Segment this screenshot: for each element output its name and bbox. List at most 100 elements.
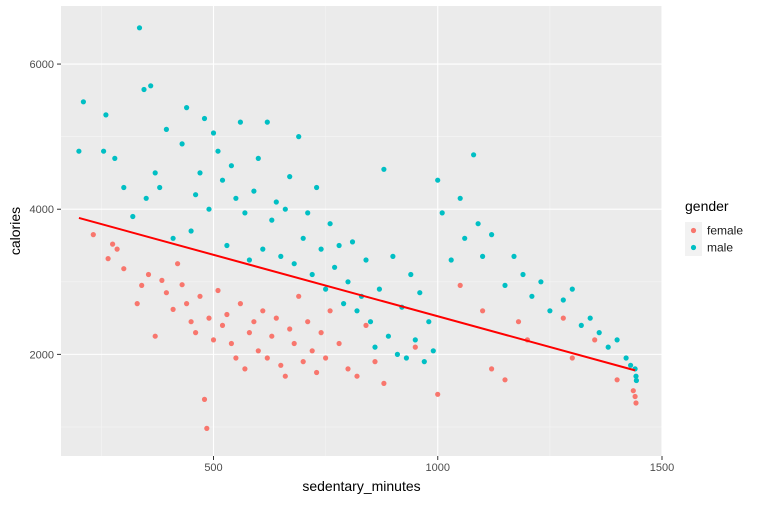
data-point-female xyxy=(237,301,243,307)
data-point-male xyxy=(141,86,147,93)
data-point-male xyxy=(309,271,315,278)
data-point-male xyxy=(372,344,378,350)
legend-swatch-female xyxy=(690,227,697,234)
data-point-male xyxy=(152,170,158,176)
data-point-female xyxy=(251,319,257,325)
data-point-male xyxy=(363,257,369,263)
data-point-female xyxy=(291,340,297,347)
data-point-male xyxy=(502,282,508,288)
data-point-male xyxy=(282,206,288,212)
data-point-female xyxy=(630,388,636,394)
data-point-male xyxy=(412,337,418,343)
data-point-male xyxy=(403,355,409,361)
data-point-female xyxy=(246,330,252,336)
data-point-male xyxy=(210,130,217,136)
data-point-male xyxy=(628,362,634,368)
data-point-female xyxy=(114,246,120,252)
data-point-male xyxy=(578,322,584,328)
data-point-female xyxy=(363,322,369,328)
data-point-female xyxy=(592,337,598,343)
data-point-female xyxy=(175,261,181,267)
data-point-male xyxy=(462,235,468,241)
data-point-female xyxy=(210,337,217,343)
data-point-female xyxy=(260,308,266,314)
data-point-male xyxy=(305,210,311,216)
data-point-female xyxy=(152,333,158,339)
legend: gender female male xyxy=(685,198,743,256)
data-point-female xyxy=(633,400,639,406)
data-point-female xyxy=(515,319,522,325)
x-axis-title: sedentary_minutes xyxy=(302,478,420,494)
data-point-male xyxy=(273,199,279,205)
data-point-male xyxy=(349,239,356,245)
data-point-male xyxy=(206,206,212,212)
data-point-male xyxy=(76,148,82,154)
data-point-male xyxy=(448,257,454,263)
data-point-male xyxy=(163,126,169,132)
data-point-male xyxy=(426,319,432,325)
data-point-male xyxy=(300,235,306,241)
y-tick-label: 2000 xyxy=(30,349,54,361)
data-point-male xyxy=(439,210,445,216)
data-point-female xyxy=(296,293,302,299)
grid xyxy=(61,6,663,456)
data-point-male xyxy=(529,293,535,299)
data-point-female xyxy=(457,282,463,288)
data-point-female xyxy=(318,330,324,336)
data-point-male xyxy=(538,279,544,285)
data-point-male xyxy=(471,152,477,158)
data-point-male xyxy=(511,253,517,259)
data-point-male xyxy=(633,377,640,384)
legend-label-female: female xyxy=(707,224,743,238)
data-point-male xyxy=(242,210,248,216)
data-point-male xyxy=(323,286,329,292)
data-point-male xyxy=(80,99,86,105)
data-point-female xyxy=(188,319,194,325)
data-point-female xyxy=(255,348,261,354)
data-point-male xyxy=(421,359,427,365)
data-point-male xyxy=(233,195,239,201)
data-point-female xyxy=(163,290,169,296)
data-point-female xyxy=(228,340,234,347)
data-point-male xyxy=(188,228,194,234)
data-point-female xyxy=(105,256,111,262)
data-point-male xyxy=(136,25,143,31)
data-point-male xyxy=(345,279,351,285)
data-point-male xyxy=(633,373,639,379)
data-point-female xyxy=(502,377,508,383)
data-point-female xyxy=(193,330,199,336)
data-point-male xyxy=(224,242,230,249)
data-point-male xyxy=(103,112,109,118)
data-point-female xyxy=(569,355,575,361)
data-point-female xyxy=(201,396,208,402)
data-point-female xyxy=(305,319,311,325)
data-point-female xyxy=(269,333,275,339)
data-point-male xyxy=(197,170,203,176)
data-point-male xyxy=(385,333,391,339)
data-point-male xyxy=(318,246,324,252)
data-point-female xyxy=(435,391,441,397)
data-point-male xyxy=(201,115,208,122)
data-point-male xyxy=(112,155,118,161)
data-point-female xyxy=(632,393,638,400)
data-point-male xyxy=(390,253,396,259)
data-point-male xyxy=(246,257,252,263)
x-tick-label: 1000 xyxy=(426,462,450,474)
data-point-male xyxy=(332,264,338,270)
data-point-female xyxy=(345,366,351,372)
trend-line xyxy=(78,216,636,372)
data-point-male xyxy=(587,315,593,321)
data-point-male xyxy=(520,271,526,278)
data-point-male xyxy=(215,148,221,154)
data-point-female xyxy=(273,315,279,321)
data-point-male xyxy=(394,351,400,357)
data-point-male xyxy=(237,119,243,125)
data-point-male xyxy=(569,286,575,292)
data-point-female xyxy=(179,282,185,288)
data-point-female xyxy=(336,340,342,347)
data-point-male xyxy=(148,83,154,89)
data-point-male xyxy=(264,119,270,125)
data-point-female xyxy=(309,348,315,354)
